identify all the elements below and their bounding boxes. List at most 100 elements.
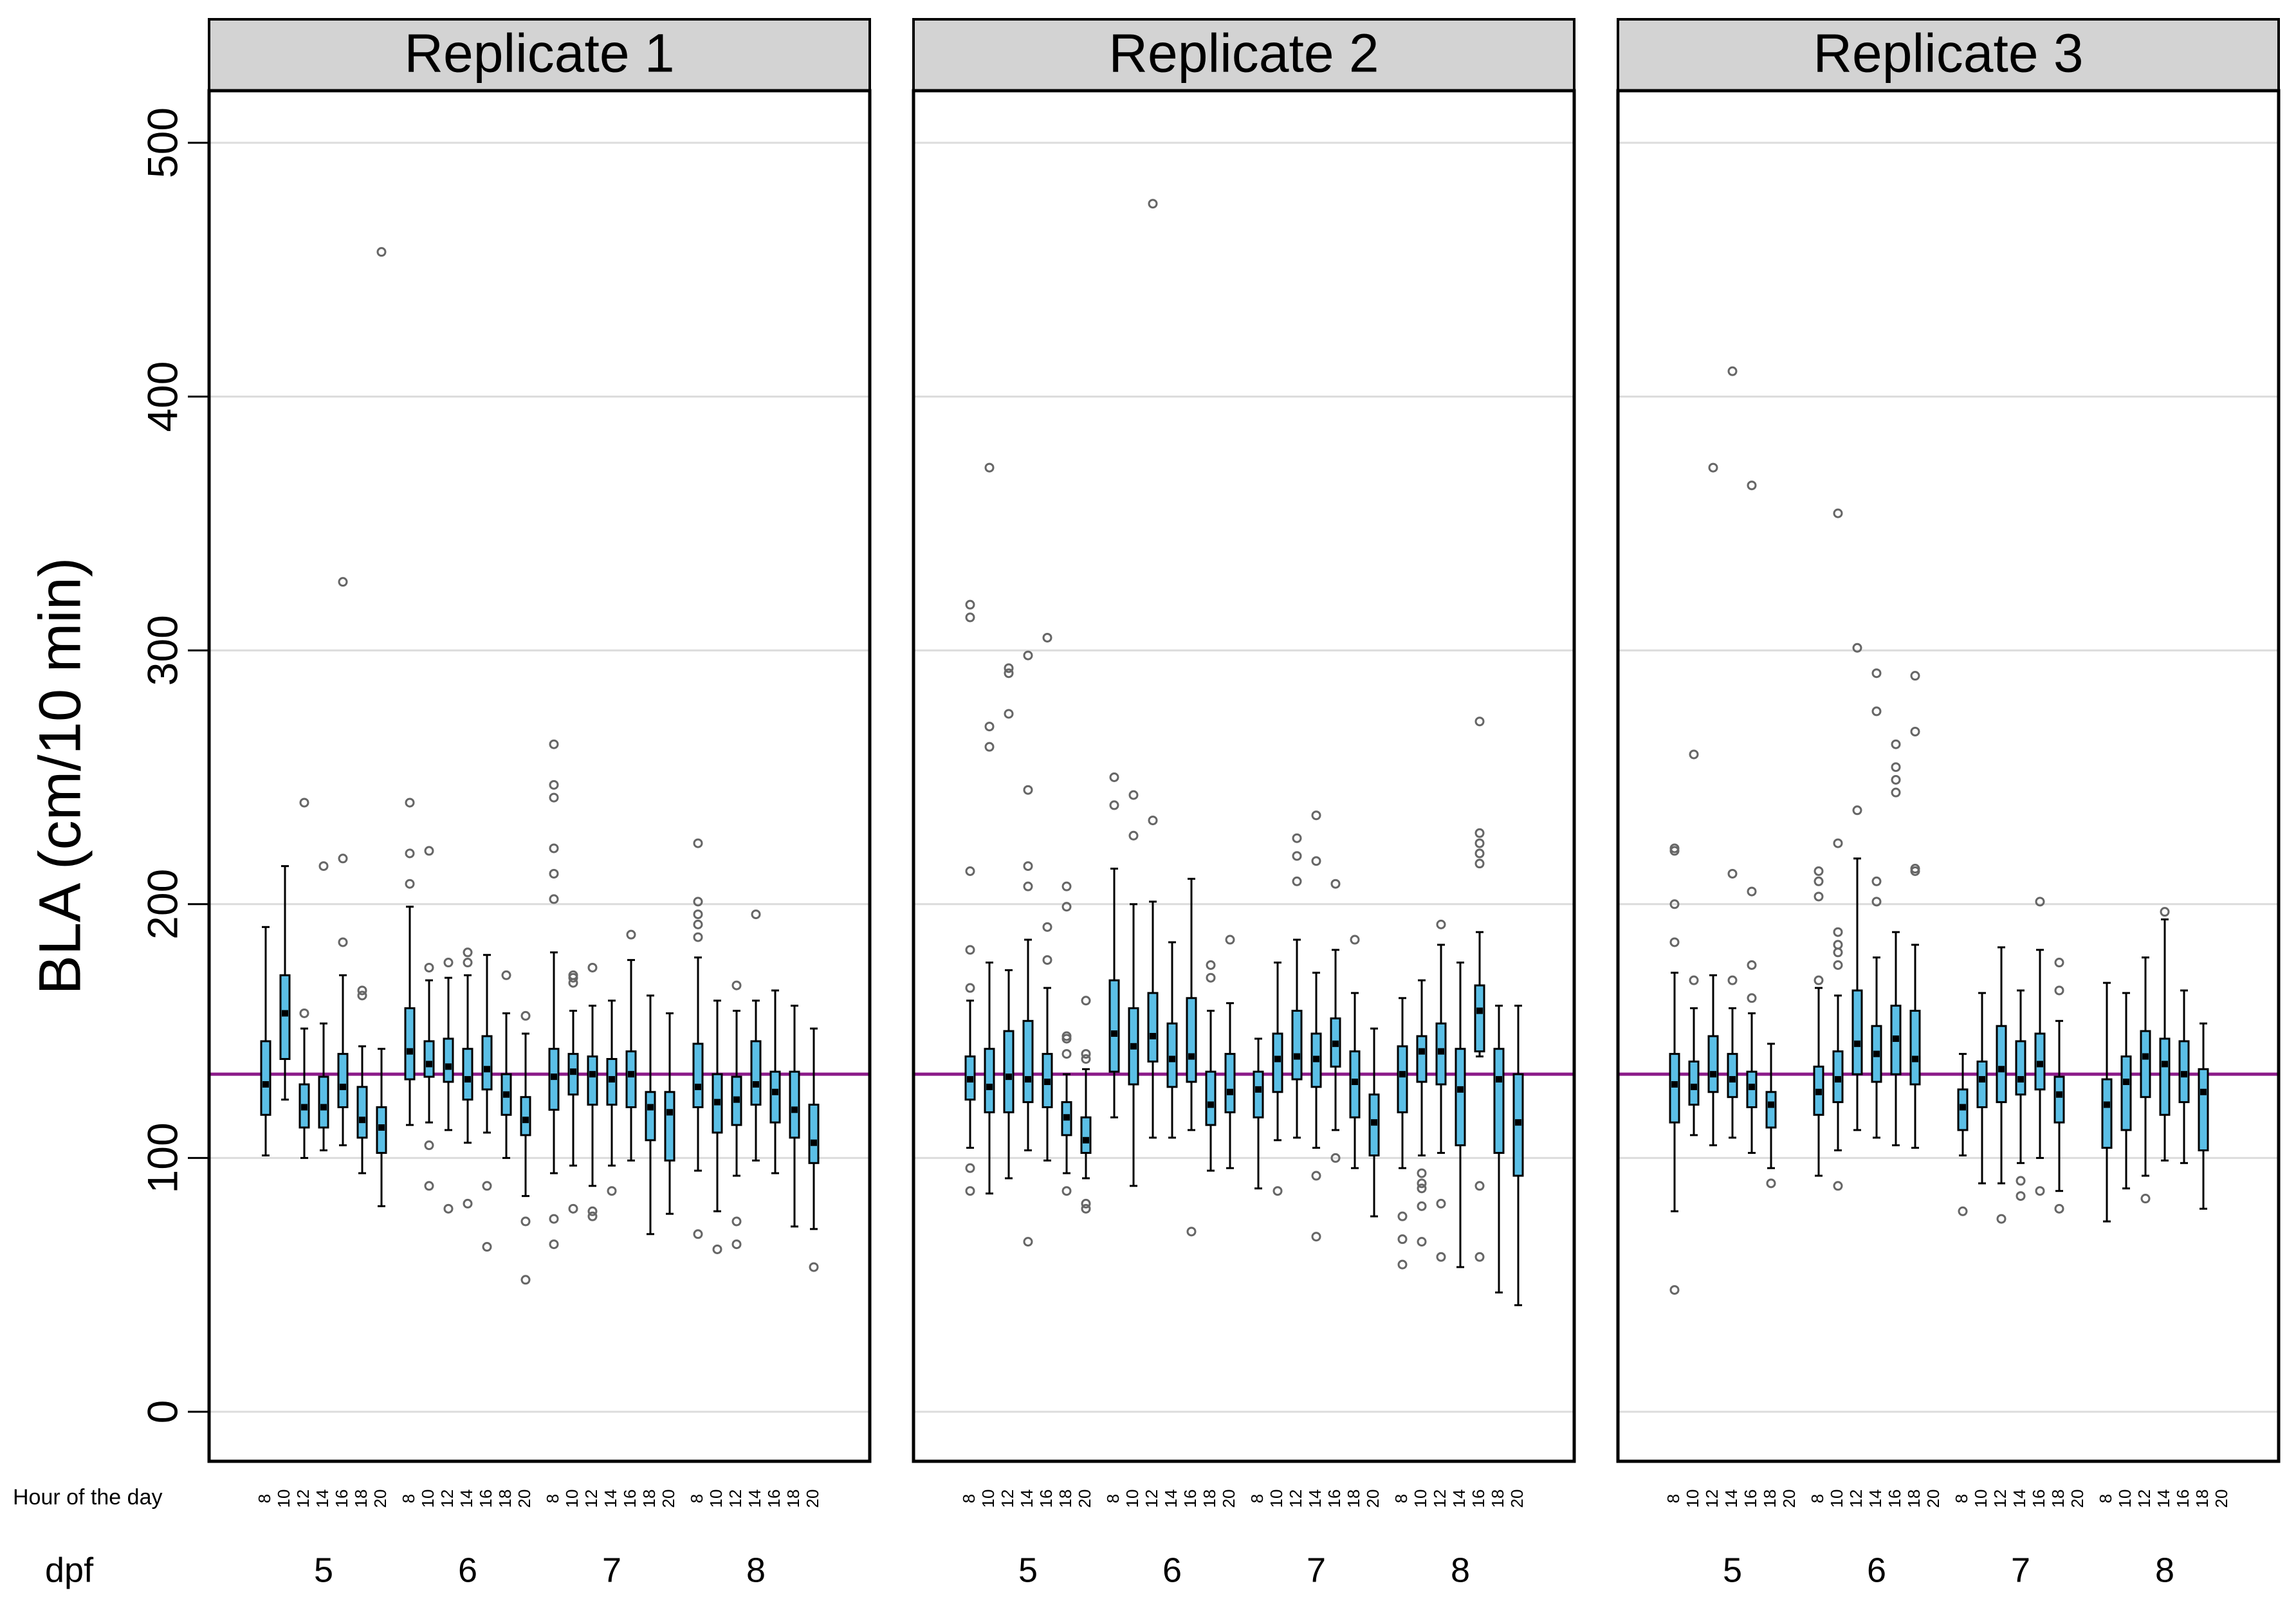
outlier-point	[587, 962, 598, 972]
hour-tick-label: 10	[418, 1490, 437, 1508]
box-dpf7-h12	[587, 962, 598, 1221]
hour-tick-label: 18	[351, 1490, 371, 1508]
outlier-point	[549, 843, 559, 853]
hour-tick-label: 10	[1683, 1490, 1702, 1508]
hour-tick-label: 8	[1391, 1494, 1411, 1503]
median-marker	[1893, 1035, 1899, 1042]
box-dpf5-h8	[964, 599, 976, 1196]
outlier-point	[338, 577, 348, 587]
median-marker	[2200, 1088, 2207, 1095]
box-dpf6-h14	[1166, 941, 1178, 1139]
outlier-point	[1148, 199, 1158, 209]
outlier-point	[1833, 508, 1843, 518]
outlier-point	[443, 1203, 454, 1214]
outlier-point	[549, 868, 559, 879]
outlier-point	[693, 909, 703, 920]
outlier-point	[1669, 937, 1680, 947]
outlier-point	[501, 970, 511, 980]
median-marker	[1671, 1081, 1678, 1088]
median-marker	[1515, 1119, 1521, 1126]
outlier-point	[1206, 972, 1216, 983]
outlier-point	[463, 947, 473, 958]
box-dpf7-h10	[567, 970, 579, 1214]
median-marker	[1169, 1055, 1175, 1063]
box-dpf5-h20	[376, 247, 387, 1207]
outlier-point	[2054, 1203, 2064, 1214]
median-marker	[1025, 1076, 1031, 1083]
panel-frame	[912, 89, 1576, 1463]
median-marker	[426, 1061, 432, 1068]
iqr-box	[1976, 1060, 1988, 1108]
outlier-point	[1669, 843, 1680, 853]
median-marker	[609, 1076, 615, 1083]
outlier-point	[1350, 935, 1360, 945]
hour-tick-label: 12	[1286, 1490, 1305, 1508]
hour-tick-label: 16	[1180, 1490, 1200, 1508]
median-marker	[1691, 1083, 1697, 1090]
iqr-box	[625, 1050, 637, 1108]
outlier-point	[1023, 861, 1033, 872]
outlier-point	[1833, 940, 1843, 950]
median-marker	[1150, 1032, 1156, 1039]
outlier-point	[2035, 1186, 2045, 1196]
outlier-point	[338, 937, 348, 947]
dpf-label: 5	[1018, 1551, 1038, 1589]
hour-tick-label: 16	[2173, 1490, 2192, 1508]
outlier-point	[2016, 1176, 2026, 1186]
outlier-point	[587, 1211, 598, 1221]
outlier-point	[965, 1186, 975, 1196]
hour-tick-label: 18	[2048, 1490, 2068, 1508]
iqr-box	[1669, 1053, 1680, 1124]
outlier-point	[1474, 848, 1485, 859]
hour-tick-label: 16	[2029, 1490, 2048, 1508]
hour-tick-label: 18	[1904, 1490, 1924, 1508]
median-marker	[753, 1081, 759, 1088]
median-marker	[1044, 1079, 1051, 1086]
hour-tick-label: 20	[2068, 1490, 2087, 1508]
outlier-point	[568, 1203, 578, 1214]
median-marker	[1332, 1040, 1339, 1047]
median-marker	[1835, 1076, 1841, 1083]
outlier-point	[1766, 1178, 1776, 1189]
box-dpf6-h18	[1909, 671, 1921, 1149]
outlier-point	[1311, 1171, 1321, 1181]
hour-tick-label: 14	[1866, 1490, 1885, 1508]
panel-frame	[207, 89, 872, 1463]
outlier-point	[520, 1275, 531, 1285]
box-dpf8-h12	[731, 980, 742, 1250]
box-dpf5-h12	[1003, 663, 1015, 1180]
outlier-point	[2016, 1191, 2026, 1201]
median-marker	[1208, 1101, 1214, 1108]
hour-tick-label: 12	[1430, 1490, 1449, 1508]
panel-frame	[1616, 89, 2281, 1463]
iqr-box	[808, 1104, 820, 1164]
outlier-point	[1833, 960, 1843, 971]
box-dpf6-h8	[1108, 772, 1120, 1118]
hour-tick-label: 10	[1123, 1490, 1142, 1508]
iqr-box	[1205, 1070, 1217, 1126]
outlier-point	[1081, 1203, 1091, 1214]
box-dpf7-h20	[1368, 1027, 1380, 1218]
median-marker	[772, 1088, 778, 1095]
iqr-box	[1996, 1025, 2007, 1104]
median-marker	[445, 1063, 452, 1070]
dpf-label: 6	[1867, 1551, 1886, 1589]
outlier-point	[424, 1140, 434, 1151]
box-dpf6-h10	[423, 846, 435, 1191]
outlier-point	[1023, 881, 1033, 891]
iqr-box	[443, 1037, 454, 1083]
outlier-point	[2160, 907, 2170, 917]
box-dpf6-h12	[1851, 643, 1863, 1131]
median-marker	[986, 1083, 993, 1090]
y-axis-label: BLA (cm/10 min)	[27, 558, 93, 995]
iqr-box	[1003, 1030, 1015, 1113]
outlier-point	[549, 792, 559, 803]
hour-tick-label: 10	[706, 1490, 726, 1508]
box-dpf6-h14	[462, 947, 473, 1209]
median-marker	[1979, 1076, 1985, 1083]
outlier-point	[299, 798, 309, 808]
outlier-point	[1814, 876, 1824, 886]
hour-tick-label: 14	[313, 1490, 332, 1508]
outlier-point	[984, 462, 995, 473]
outlier-point	[1436, 919, 1446, 929]
